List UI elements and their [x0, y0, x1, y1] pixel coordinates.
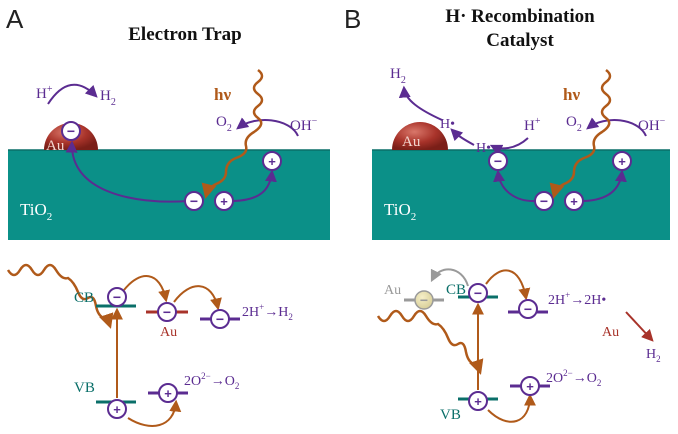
panel-b: B H· Recombination Catalyst TiO2 Au H2 H… — [344, 4, 670, 240]
reduction-label-a: 2H+→H2 — [242, 302, 293, 322]
vb-label-a: VB — [74, 380, 95, 396]
electron-migration-arrow-b — [493, 169, 537, 203]
vb-label-b: VB — [440, 407, 461, 423]
au-electron-b — [414, 290, 434, 310]
hole-b — [564, 191, 584, 211]
electron-sign: − — [190, 193, 198, 209]
oh-label-a: OH− — [290, 116, 318, 134]
cb-electron-a — [107, 287, 127, 307]
electron-sign: − — [540, 193, 548, 209]
electron-a — [184, 191, 204, 211]
oxidation-arrow-b — [586, 117, 647, 137]
hole-sign: + — [618, 154, 626, 169]
electron-transfer-au-a — [123, 275, 170, 303]
reduction-label-b: 2H+→2H• — [548, 290, 606, 308]
vb-hole-b — [468, 391, 488, 411]
tio2-label-b: TiO2 — [384, 200, 416, 223]
electron-sign: − — [216, 311, 224, 327]
au-electron-a — [157, 302, 177, 322]
recombination-arrow-b — [625, 311, 654, 342]
au-catalyst-label-b: Au — [602, 325, 619, 340]
au-label-a: Au — [46, 138, 65, 154]
electron-sign: − — [67, 123, 75, 139]
oxidation-label-b: 2O2−→O2 — [546, 368, 601, 388]
electron-sign: − — [163, 304, 171, 320]
photon-wave-band-a — [6, 263, 114, 329]
h2-release-arrow-b — [398, 85, 443, 121]
cb-electron-b — [468, 283, 488, 303]
hole-sign: + — [474, 394, 482, 409]
electron-sign: − — [474, 285, 482, 301]
h-electron-a — [210, 309, 230, 329]
hole-sign: + — [268, 154, 276, 169]
h2-evolution-arrow-a — [47, 83, 98, 105]
h2-product-label-b: H2 — [646, 347, 661, 364]
panel-b-title-line2: Catalyst — [486, 30, 554, 51]
hv-label-b: hν — [563, 85, 580, 104]
electron-on-au-a — [61, 121, 81, 141]
oh-hole-b — [520, 376, 540, 396]
au-particle-b — [392, 122, 448, 150]
surface-hole-a — [262, 151, 282, 171]
band-diagram-a: CB − VB + − Au − 2H+→H2 + 2O2−→O2 — [6, 263, 293, 427]
h-electron-b — [518, 299, 538, 319]
h-dot-label-2: H• — [476, 141, 491, 156]
electron-transfer-h-a — [173, 285, 222, 311]
hole-sign: + — [113, 402, 121, 417]
panel-b-letter: B — [344, 4, 361, 34]
electron-sign: − — [524, 301, 532, 317]
photon-wave-b — [549, 69, 612, 199]
h-plus-label-a: H+ — [36, 84, 53, 102]
au-label-b: Au — [402, 134, 421, 150]
electron-sign: − — [113, 289, 121, 305]
hole-transfer-a — [127, 399, 182, 427]
hole-sign: + — [164, 386, 172, 401]
panel-a-title: Electron Trap — [128, 24, 241, 45]
oxidation-label-a: 2O2−→O2 — [184, 371, 239, 391]
panel-a-letter: A — [6, 4, 24, 34]
h-spillover-arrow-b — [450, 128, 475, 146]
oxidation-arrow-a — [236, 117, 299, 137]
panel-b-title-line1: H· Recombination — [445, 6, 595, 27]
electron-transfer-arrow-a — [65, 140, 189, 203]
electron-sign: − — [420, 292, 428, 308]
hv-label-a: hν — [214, 85, 231, 104]
h2-label-b: H2 — [390, 66, 406, 86]
h-reduction-arrow-b — [489, 137, 529, 156]
o2-label-a: O2 — [216, 114, 232, 134]
back-transfer-arrow-b — [430, 268, 469, 287]
cb-label-b: CB — [446, 282, 466, 298]
oh-hole-a — [158, 383, 178, 403]
hole-a — [214, 191, 234, 211]
band-diagram-b: Au − CB − VB + − 2H+→2H• Au H2 + 2O2−→O2 — [376, 268, 661, 423]
electron-transfer-h-b — [485, 269, 531, 301]
electron-sign: − — [494, 153, 502, 169]
hole-migration-arrow-b — [583, 169, 627, 202]
tio2-label-a: TiO2 — [20, 200, 52, 223]
h-dot-label-1: H• — [440, 117, 455, 132]
electron-b — [534, 191, 554, 211]
au-level-label-grey-b: Au — [384, 283, 401, 298]
photon-wave-a — [201, 69, 264, 199]
o2-label-b: O2 — [566, 114, 582, 134]
hole-sign: + — [220, 194, 228, 209]
photon-wave-band-b — [376, 309, 484, 375]
vb-hole-a — [107, 399, 127, 419]
h-plus-label-b: H+ — [524, 116, 541, 134]
h2-label-a: H2 — [100, 88, 116, 108]
hole-migration-arrow-a — [233, 169, 277, 202]
cb-label-a: CB — [74, 290, 94, 306]
hole-transfer-b — [487, 393, 536, 423]
hole-sign: + — [526, 379, 534, 394]
surface-hole-b — [612, 151, 632, 171]
panel-a: A Electron Trap TiO2 Au − H+ H2 − + + OH… — [6, 4, 330, 240]
hole-sign: + — [570, 194, 578, 209]
au-level-label-a: Au — [160, 325, 177, 340]
tio2-slab-a — [8, 150, 330, 240]
